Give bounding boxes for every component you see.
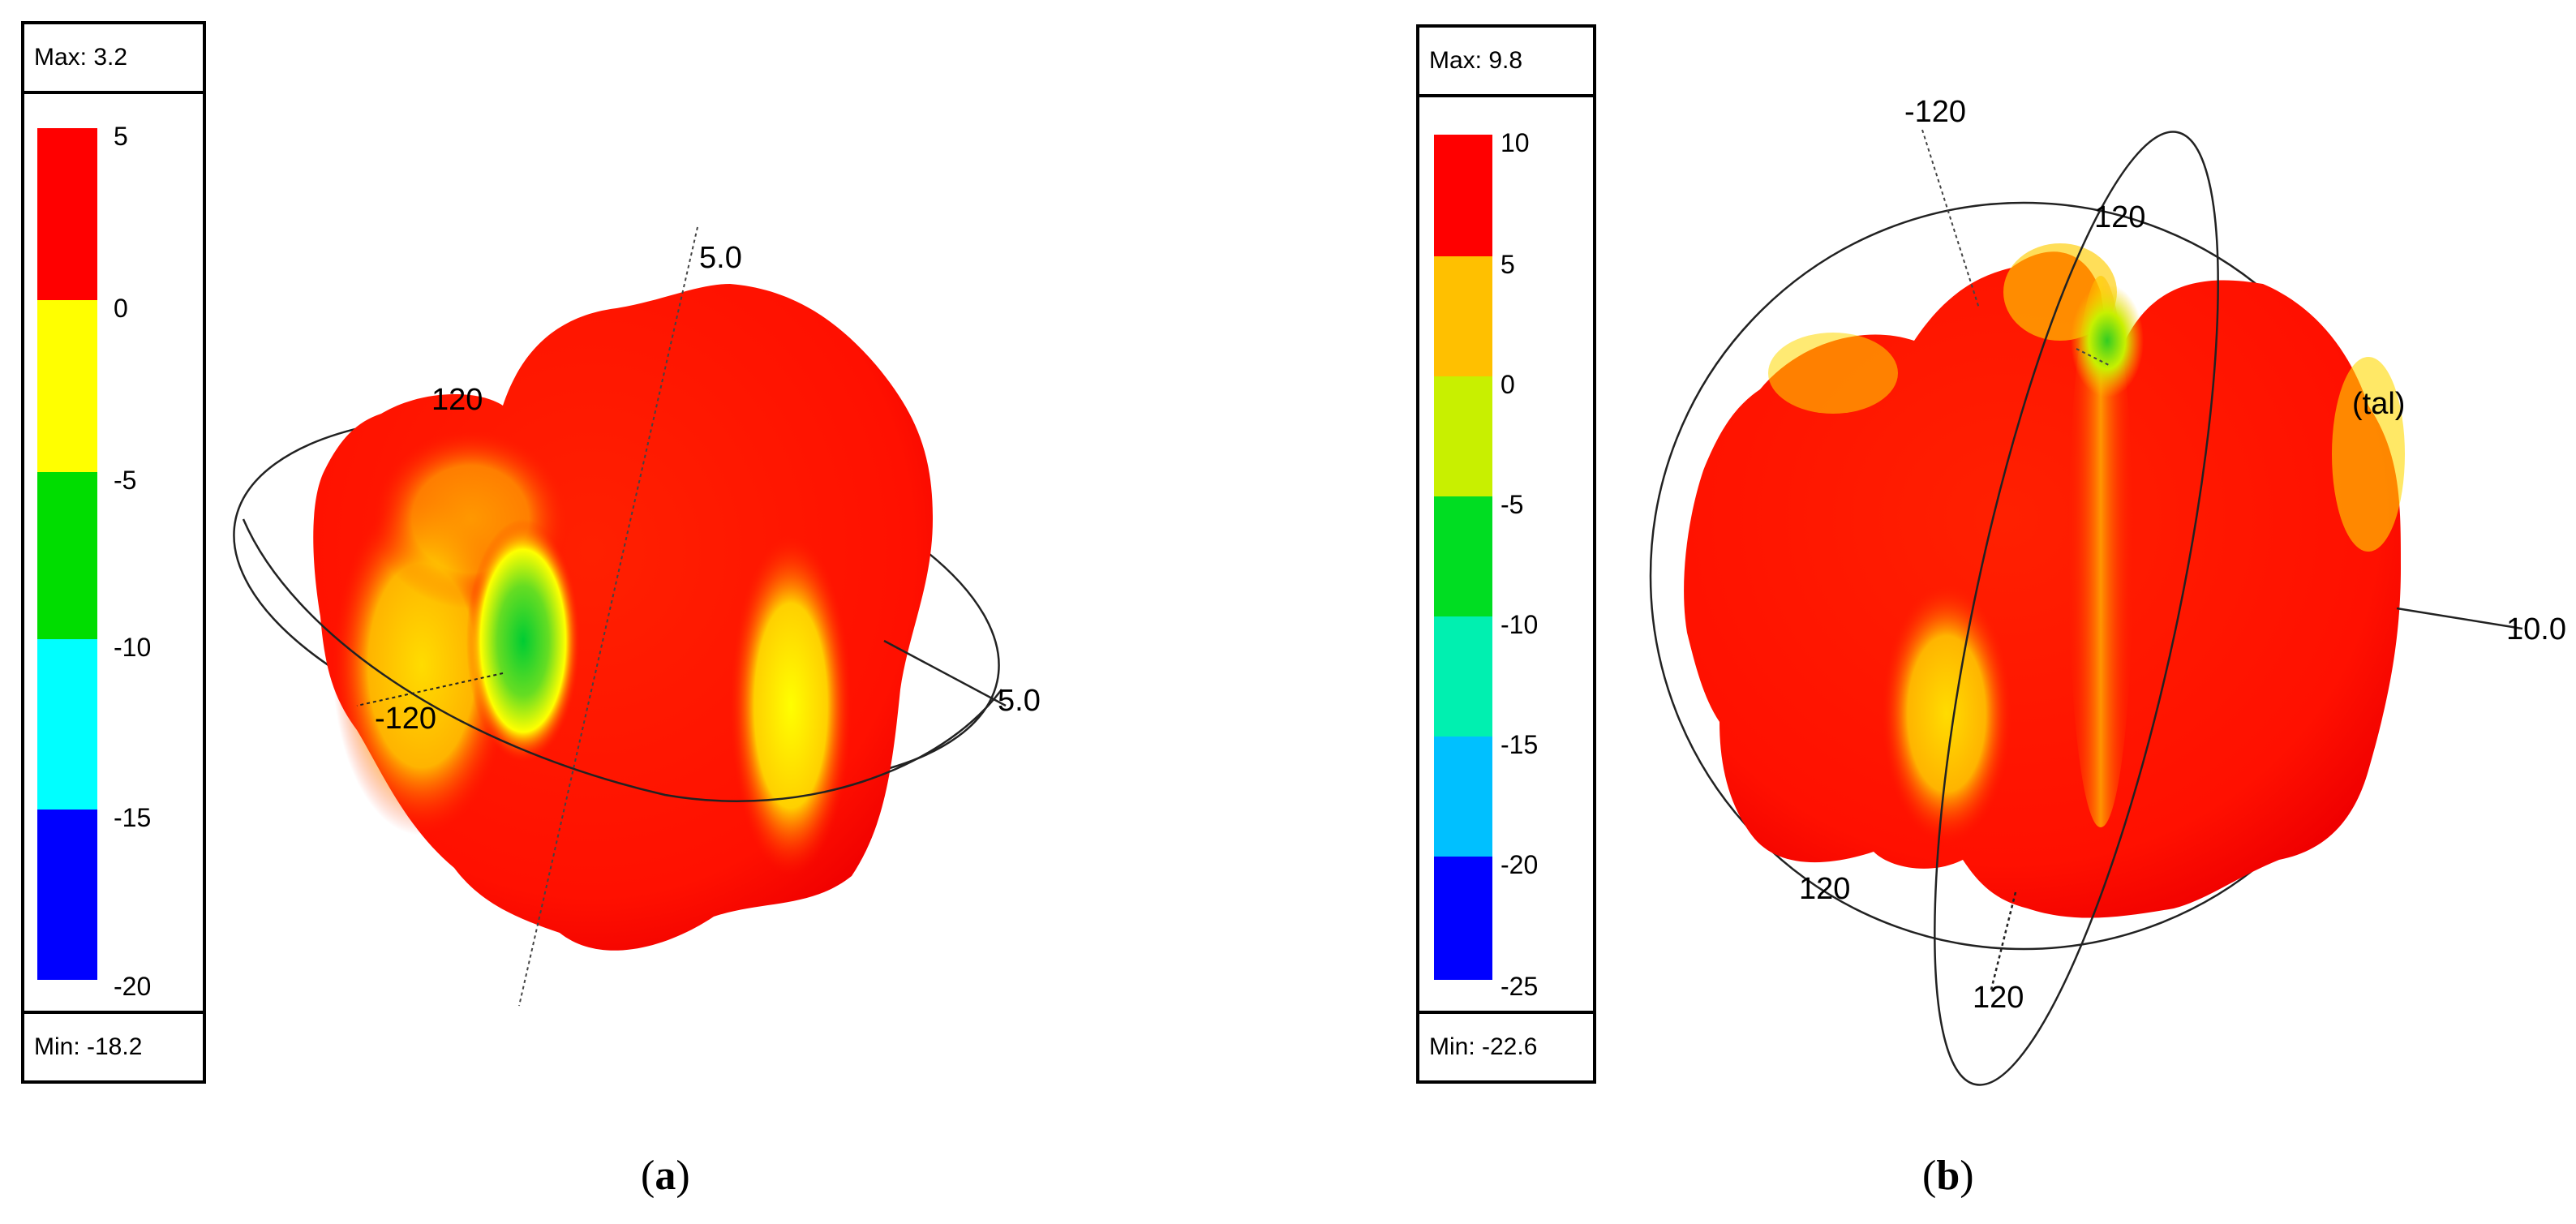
pattern-b-right-rim: [2332, 357, 2405, 552]
pattern-b-axis-dotted: [1921, 129, 1980, 309]
panel-b-label: (b): [1922, 1153, 1974, 1199]
legend-a-tick-2: -5: [114, 466, 137, 495]
pattern-b-label-left-bottom: 120: [1799, 872, 1850, 906]
pattern-b-label-right-frag: (tal): [2352, 387, 2405, 421]
legend-a-band-0: [37, 128, 97, 300]
pattern-b-axis-bottom: [1990, 891, 2017, 990]
pattern-a-axis-y: [883, 639, 1007, 707]
pattern-b-label-bottom: 120: [1973, 981, 2024, 1015]
pattern-b-lower-yellow: [1882, 584, 2011, 844]
legend-a-min: Min: -18.2: [24, 1011, 203, 1080]
pattern-b-ridge: [2068, 276, 2133, 827]
legend-a-tick-bottom: -20: [114, 972, 152, 1001]
pattern-b-label-top: -120: [1904, 95, 1966, 129]
legend-b-tick-3: -5: [1501, 490, 1524, 519]
legend-b-tick-4: -10: [1501, 610, 1539, 639]
pattern-b-label-inner-top: 120: [2094, 200, 2145, 234]
legend-b-tick-bottom: -25: [1501, 972, 1539, 1001]
legend-b-tick-5: -15: [1501, 730, 1539, 759]
legend-a-tick-1: 0: [114, 294, 128, 323]
pattern-b-label-right: 10.0: [2506, 612, 2566, 646]
pattern-b-null: [2071, 284, 2144, 397]
legend-a-max: Max: 3.2: [24, 24, 203, 94]
pattern-a-null: [466, 519, 580, 762]
pattern-a-label-upper: 5.0: [699, 241, 742, 275]
legend-b-band-6: [1434, 857, 1492, 980]
pattern-b-meridian: [1934, 131, 2219, 1086]
legend-a-band-3: [37, 639, 97, 810]
legend-b-min: Min: -22.6: [1419, 1011, 1593, 1080]
legend-b-max: Max: 9.8: [1419, 28, 1593, 97]
legend-a-tick-4: -15: [114, 803, 152, 832]
legend-a-band-2: [37, 472, 97, 639]
pattern-a-ring-front: [242, 518, 1002, 802]
pattern-a-label-left-upper: 120: [431, 383, 483, 417]
legend-b-tick-0: 10: [1501, 128, 1530, 157]
legend-b-tick-1: 5: [1501, 250, 1515, 279]
legend-b-band-2: [1434, 376, 1492, 496]
legend-b-band-5: [1434, 737, 1492, 857]
pattern-a-right-band: [730, 535, 852, 876]
pattern-b-axis-right: [2396, 607, 2523, 630]
legend-a-band-4: [37, 810, 97, 980]
pattern-a-axis-x: [356, 672, 504, 706]
legend-a-band-1: [37, 300, 97, 472]
pattern-a-label-left-lower: -120: [375, 702, 436, 736]
legend-a-tick-3: -10: [114, 633, 152, 662]
pattern-a-label-right: 5.0: [998, 684, 1041, 718]
pattern-b-body: [1684, 251, 2401, 918]
legend-b-tick-6: -20: [1501, 850, 1539, 879]
legend-b-band-1: [1434, 256, 1492, 376]
legend-b-band-0: [1434, 135, 1492, 256]
pattern-b: -120 120 10.0 (tal) 120 120: [1649, 95, 2566, 1086]
legend-b-tick-2: 0: [1501, 370, 1515, 399]
legend-b-band-4: [1434, 616, 1492, 737]
panel-a-label: (a): [641, 1153, 690, 1199]
pattern-b-left-rim: [1768, 333, 1898, 414]
legend-a-tick-0: 5: [114, 122, 128, 151]
legend-b-band-3: [1434, 496, 1492, 616]
pattern-a: 5.0 5.0 120 -120: [233, 226, 1041, 1007]
